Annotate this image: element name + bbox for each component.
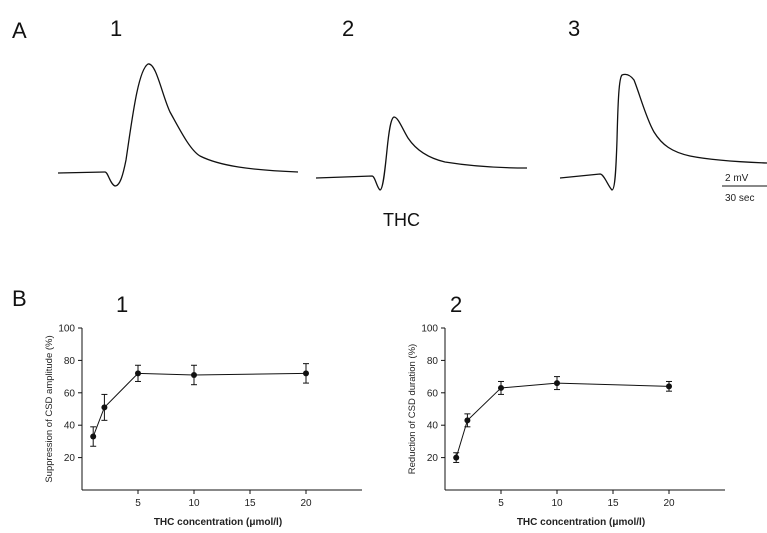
panel-b2-label: 2 [450, 292, 463, 317]
chart-b2-y-tick-label: 100 [421, 324, 438, 335]
chart-b1-y-tick-label: 100 [58, 324, 75, 335]
panel-b1-label: 1 [116, 292, 129, 317]
trace-3-label: 3 [568, 16, 581, 41]
chart-b1-y-tick-label: 20 [64, 453, 76, 464]
chart-b1-x-tick-label: 5 [135, 498, 141, 509]
panel-a-letter: A [12, 18, 27, 43]
chart-b2-data-point [554, 380, 560, 387]
chart-b1-data-point [90, 433, 97, 440]
chart-b2-series-line [455, 382, 670, 458]
trace-1-label: 1 [110, 16, 123, 41]
scale-bar-time-text: 30 sec [725, 193, 754, 204]
trace-2-label: 2 [342, 16, 355, 41]
chart-b1-x-tick-label: 10 [188, 498, 200, 509]
chart-b2-y-tick-label: 20 [427, 453, 439, 464]
chart-b2-x-tick-label: 20 [663, 498, 675, 509]
chart-b2-y-tick-label: 40 [427, 421, 439, 432]
chart-b1-data-point [191, 371, 197, 378]
chart-b2-x-tick-label: 15 [607, 498, 619, 509]
chart-b2-x-tick-label: 5 [498, 498, 504, 509]
chart-b2-data-point [498, 384, 504, 391]
chart-b1-y-tick-label: 80 [64, 356, 76, 367]
chart-b1-x-tick-label: 15 [244, 498, 256, 509]
scale-bar-amplitude-text: 2 mV [725, 173, 749, 184]
thc-condition-label: THC [383, 210, 420, 230]
chart-b2-data-point [464, 417, 471, 424]
chart-b1-x-axis-label: THC concentration (μmol/l) [154, 517, 282, 528]
chart-b2-x-axis-label: THC concentration (μmol/l) [517, 517, 645, 528]
chart-b1-data-point [135, 370, 141, 377]
panel-b-letter: B [12, 286, 27, 311]
chart-b2-data-point [453, 454, 460, 461]
chart-b2-y-tick-label: 60 [427, 388, 439, 399]
chart-b2-y-tick-label: 80 [427, 356, 439, 367]
chart-b1-x-tick-label: 20 [300, 498, 312, 509]
chart-b2-y-axis-label: Reduction of CSD duration (%) [407, 344, 418, 474]
chart-b1-y-axis-label: Suppression of CSD amplitude (%) [44, 335, 55, 482]
chart-b1-data-point [303, 370, 309, 377]
chart-b2-data-point [666, 383, 672, 390]
csd-trace-2 [315, 116, 528, 191]
chart-b1-y-tick-label: 40 [64, 421, 76, 432]
chart-b1-data-point [101, 404, 108, 411]
chart-b1-series-line [92, 372, 307, 437]
chart-b2-x-tick-label: 10 [551, 498, 563, 509]
chart-b1-y-tick-label: 60 [64, 388, 76, 399]
csd-trace-1 [57, 63, 299, 187]
csd-trace-3 [559, 73, 767, 191]
